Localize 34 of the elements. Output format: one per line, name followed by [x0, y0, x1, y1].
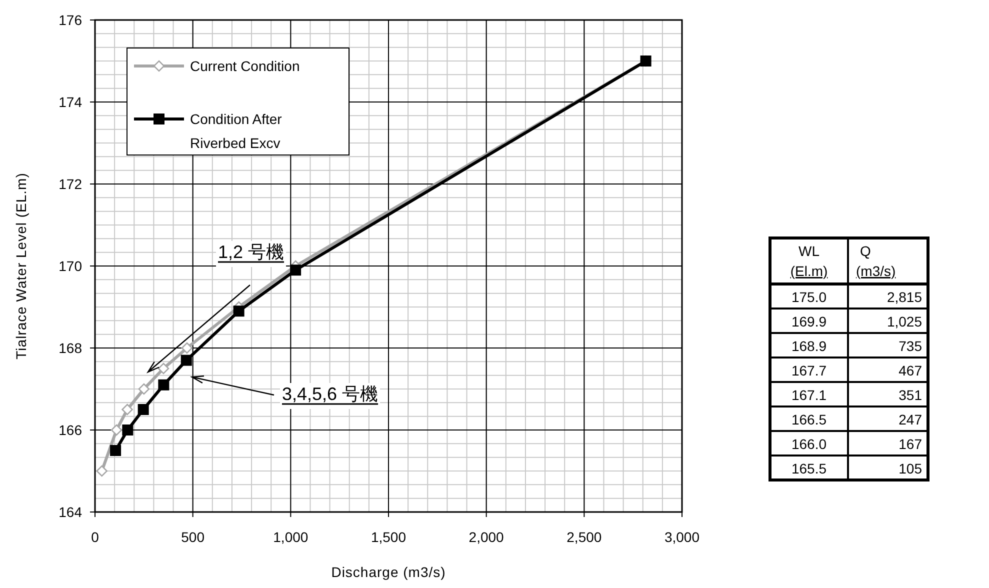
point: [96, 465, 108, 477]
point: [290, 264, 302, 276]
y-tick-label: 170: [58, 258, 82, 274]
point: [138, 404, 149, 415]
y-tick-label: 176: [58, 12, 82, 28]
point: [158, 379, 170, 390]
y-tick-label: 172: [58, 176, 82, 192]
legend-label: Condition After Riverbed Excv: [190, 111, 282, 151]
point: [122, 424, 134, 436]
legend-label: Current Condition: [190, 58, 300, 74]
x-tick-label: 500: [181, 529, 205, 545]
annotation: 1,2 号機: [218, 242, 284, 262]
x-tick-label: 1,500: [370, 529, 406, 545]
point: [158, 362, 170, 374]
point: [122, 404, 133, 416]
x-axis-title: Discharge (m3/s): [331, 564, 446, 580]
annotation: 3,4,5,6 号機: [282, 384, 378, 404]
y-tick-label: 174: [58, 94, 82, 110]
point: [110, 424, 122, 436]
y-tick-label: 168: [58, 340, 82, 356]
point: [110, 445, 122, 456]
x-tick-label: 0: [91, 529, 100, 545]
x-tick-label: 3,000: [664, 529, 700, 545]
y-tick-label: 166: [58, 422, 82, 438]
point: [233, 306, 244, 317]
point: [138, 383, 150, 395]
x-tick-label: 2,500: [566, 529, 602, 545]
x-tick-label: 2,000: [468, 529, 504, 545]
point: [181, 342, 193, 354]
x-tick-label: 1,000: [273, 529, 308, 545]
y-tick-label: 164: [58, 504, 82, 520]
table: WL (El.m) Q (m3/s) 175.0 2,815 169.9 1,025 168.9 735 167.7 467 167.1 351 166.5 247 166.0 167 165.5 105: [768, 236, 930, 482]
point: [180, 354, 192, 366]
y-axis-title: Tialrace Water Level (EL.m): [13, 172, 29, 360]
